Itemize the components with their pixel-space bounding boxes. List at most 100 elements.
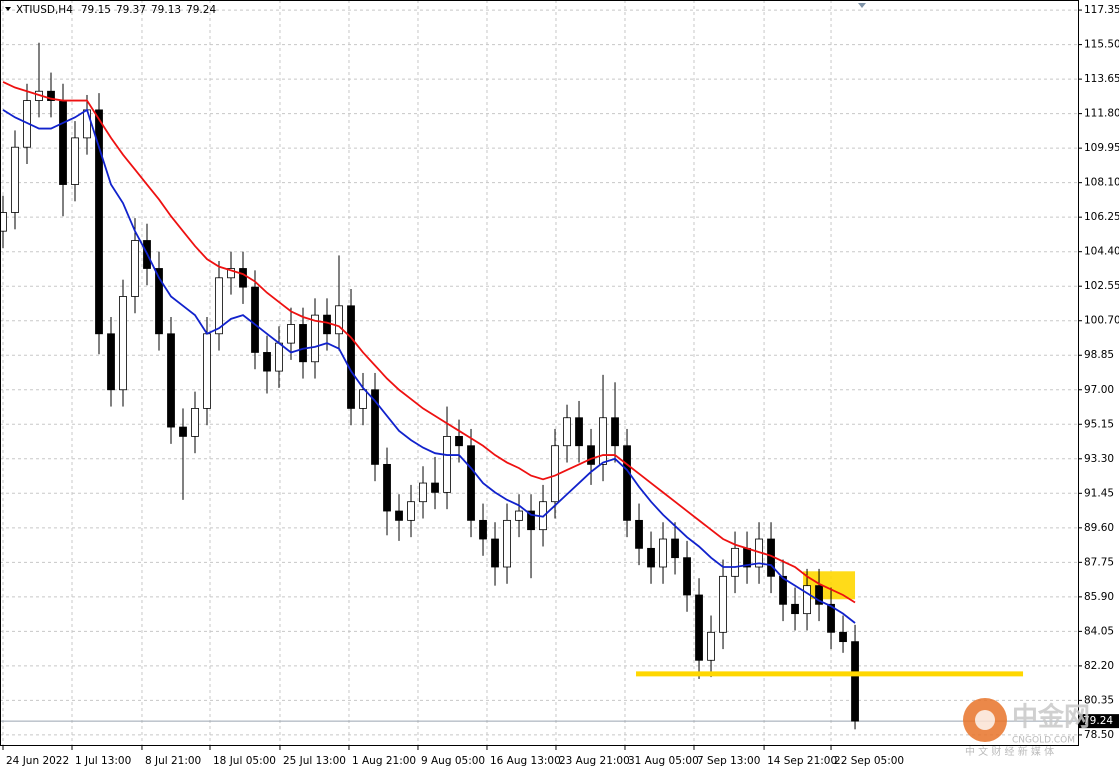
x-tick-label: 1 Jul 13:00 (75, 755, 131, 767)
candle-body (419, 482, 427, 503)
candle-body (179, 426, 187, 437)
y-tick-label: 87.75 (1084, 556, 1114, 568)
candle-body (227, 268, 235, 279)
candle-body (839, 631, 847, 643)
y-tick-label: 98.85 (1084, 349, 1114, 361)
y-tick-label: 85.90 (1084, 591, 1114, 603)
x-tick-label: 7 Sep 13:00 (697, 755, 760, 767)
candle-body (47, 90, 55, 101)
candle-body (323, 314, 331, 335)
y-tick-label: 100.70 (1084, 315, 1119, 327)
candle-body (623, 445, 631, 521)
candle-body (215, 277, 223, 335)
candle-body (659, 538, 667, 568)
candle-body (647, 547, 655, 568)
x-tick-label: 14 Sep 21:00 (767, 755, 837, 767)
candle-body (287, 324, 295, 344)
candle-body (335, 305, 343, 335)
candle-body (515, 510, 523, 521)
header-high: 79.37 (116, 4, 146, 16)
candle-body (695, 594, 703, 661)
watermark-site: CNGOLD.COM (1012, 736, 1075, 746)
candle-body (275, 342, 283, 372)
moving-average (2, 108, 856, 624)
candle-body (191, 408, 199, 437)
candle-body (431, 482, 439, 493)
shift-marker (858, 3, 866, 8)
candle-body (815, 585, 823, 605)
x-tick-label: 24 Jun 2022 (6, 755, 69, 767)
y-tick-label: 117.35 (1084, 4, 1119, 16)
candle-body (683, 557, 691, 596)
candle-body (455, 436, 463, 447)
y-tick-label: 80.35 (1084, 694, 1114, 706)
candle-body (599, 417, 607, 465)
watermark: 中金网 CNGOLD.COM 中 文 财 经 新 媒 体 (963, 698, 1090, 758)
candle-body (719, 575, 727, 633)
candle-body (827, 603, 835, 633)
candle-body (731, 547, 739, 577)
watermark-text: 中金网 (1012, 702, 1090, 733)
x-tick-label: 8 Jul 21:00 (145, 755, 201, 767)
candle-body (83, 109, 91, 139)
y-tick-label: 91.45 (1084, 487, 1114, 499)
candle-body (107, 333, 115, 391)
candle-body (203, 333, 211, 409)
candle-body (563, 417, 571, 447)
y-tick-label: 84.05 (1084, 625, 1114, 637)
candle-body (527, 510, 535, 531)
y-tick-label: 106.25 (1084, 211, 1119, 223)
highlight-box (803, 571, 856, 600)
y-tick-label: 109.95 (1084, 142, 1119, 154)
x-tick-label: 23 Aug 21:00 (559, 755, 630, 767)
y-tick-label: 104.40 (1084, 246, 1119, 258)
candle-body (119, 296, 127, 391)
candle-body (131, 240, 139, 297)
header: XTIUSD,H4 79.15 79.37 79.13 79.24 (5, 4, 216, 16)
y-tick-label: 102.55 (1084, 280, 1119, 292)
candle-body (11, 146, 19, 213)
candle-body (311, 314, 319, 363)
symbol: XTIUSD,H4 (16, 4, 73, 16)
candle-body (443, 436, 451, 493)
candle-body (59, 100, 67, 185)
candle-body (467, 445, 475, 521)
y-tick-label: 113.65 (1084, 73, 1119, 85)
watermark-slogan: 中 文 财 经 新 媒 体 (965, 745, 1054, 758)
candle-body (503, 519, 511, 568)
candle-body (95, 109, 103, 335)
y-tick-label: 111.80 (1084, 108, 1119, 120)
candle-body (611, 417, 619, 447)
x-tick-label: 22 Sep 05:00 (834, 755, 904, 767)
candle-body (395, 510, 403, 521)
y-tick-label: 115.50 (1084, 39, 1119, 51)
candle-body (491, 538, 499, 568)
candle-body (167, 333, 175, 428)
y-tick-label: 93.30 (1084, 453, 1114, 465)
candle-body (239, 268, 247, 288)
candle-body (155, 268, 163, 335)
price-label: 79.24 (1083, 715, 1113, 727)
x-tick-label: 31 Aug 05:00 (628, 755, 699, 767)
candle-body (803, 585, 811, 615)
x-tick-label: 1 Aug 21:00 (352, 755, 416, 767)
candle-body (479, 519, 487, 540)
candle-body (779, 575, 787, 605)
candle-body (791, 603, 799, 615)
y-tick-label: 108.10 (1084, 177, 1119, 189)
candle-body (407, 501, 415, 521)
candle-body (251, 286, 259, 353)
header-open: 79.15 (81, 4, 111, 16)
axes: 117.35 115.50 113.65 111.80 109.95 108.10 106.… (2, 4, 1119, 767)
header-low: 79.13 (151, 4, 181, 16)
candle-body (347, 305, 355, 409)
header-icon (5, 7, 11, 11)
candle-body (299, 324, 307, 363)
y-tick-label: 78.50 (1084, 729, 1114, 741)
candle-body (575, 417, 583, 447)
header-close: 79.24 (186, 4, 216, 16)
candle-body (371, 389, 379, 465)
x-tick-label: 9 Aug 05:00 (421, 755, 485, 767)
